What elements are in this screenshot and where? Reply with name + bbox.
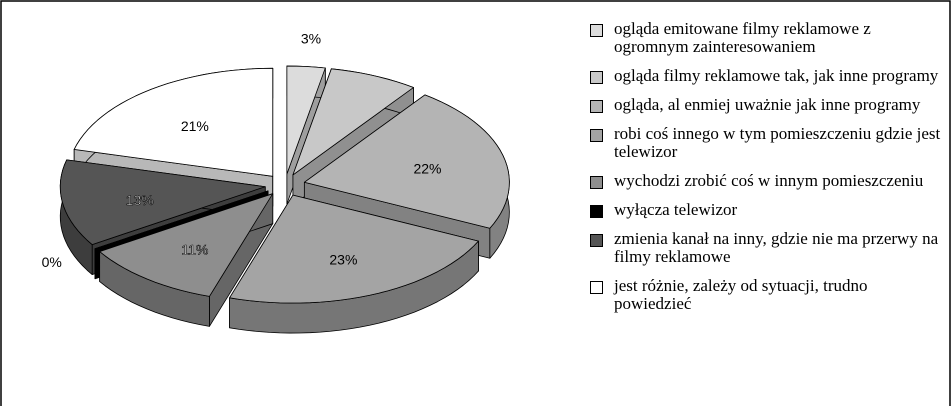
slice-top <box>303 94 510 229</box>
slice-top <box>229 194 479 304</box>
legend-item: wyłącza telewizor <box>586 201 942 219</box>
legend-label: robi coś innego w tym pomieszczeniu gdzi… <box>614 124 941 161</box>
legend-swatch <box>590 71 603 84</box>
legend-label: wyłącza telewizor <box>614 200 738 219</box>
legend-swatch <box>590 24 603 37</box>
legend-label: ogląda emitowane filmy reklamowe z ogrom… <box>614 19 871 56</box>
data-label: 21% <box>181 118 209 134</box>
slice-top <box>286 65 326 175</box>
legend-label: jest różnie, zależy od sytuacji, trudno … <box>614 276 868 313</box>
legend-swatch <box>590 176 603 189</box>
legend: ogląda emitowane filmy reklamowe z ogrom… <box>586 20 942 324</box>
legend-swatch <box>590 100 603 113</box>
slice-top <box>73 67 274 177</box>
slice <box>99 193 274 327</box>
legend-label: ogląda filmy reklamowe tak, jak inne pro… <box>614 66 939 85</box>
data-label: 23% <box>329 251 357 267</box>
legend-item: ogląda filmy reklamowe tak, jak inne pro… <box>586 67 942 85</box>
slice-top <box>94 190 269 250</box>
data-label: 22% <box>413 160 441 176</box>
data-label: 0% <box>42 254 62 270</box>
legend-swatch <box>590 234 603 247</box>
slice-top <box>99 193 274 297</box>
slice <box>286 65 326 205</box>
legend-label: ogląda, al enmiej uważnie jak inne progr… <box>614 95 921 114</box>
legend-swatch <box>590 281 603 294</box>
legend-swatch <box>590 205 603 218</box>
legend-item: ogląda, al enmiej uważnie jak inne progr… <box>586 96 942 114</box>
slice-top <box>292 68 414 176</box>
data-label: 11% <box>181 241 208 257</box>
legend-swatch <box>590 129 603 142</box>
slice <box>229 194 479 334</box>
legend-item: ogląda emitowane filmy reklamowe z ogrom… <box>586 20 942 56</box>
legend-item: robi coś innego w tym pomieszczeniu gdzi… <box>586 125 942 161</box>
legend-item: wychodzi zrobić coś w innym pomieszczeni… <box>586 172 942 190</box>
slice-top <box>59 159 266 245</box>
legend-item: zmienia kanał na inny, gdzie nie ma prze… <box>586 230 942 266</box>
legend-label: zmienia kanał na inny, gdzie nie ma prze… <box>614 229 939 266</box>
data-label: 13% <box>126 192 154 208</box>
data-label: 3% <box>301 30 321 46</box>
legend-item: jest różnie, zależy od sytuacji, trudno … <box>586 277 942 313</box>
legend-label: wychodzi zrobić coś w innym pomieszczeni… <box>614 171 924 190</box>
